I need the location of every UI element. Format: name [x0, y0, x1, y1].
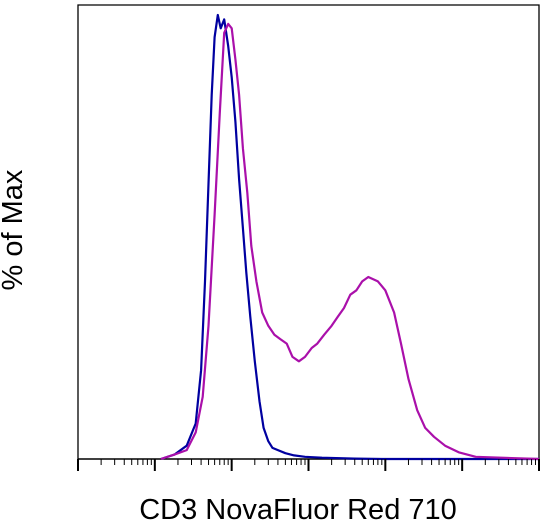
plot-frame: [77, 4, 540, 460]
plot-border: [77, 4, 540, 459]
series-layer: [160, 13, 540, 461]
histogram-series-2: [160, 22, 540, 461]
x-axis-ticks: [77, 459, 540, 471]
x-axis-label: CD3 NovaFluor Red 710: [139, 494, 457, 526]
histogram-series-1: [160, 13, 539, 461]
y-axis-label: % of Max: [0, 169, 29, 290]
